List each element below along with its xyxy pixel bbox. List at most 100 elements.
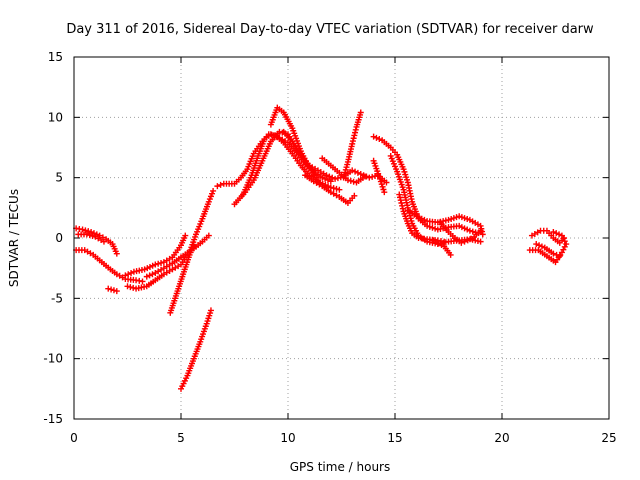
data-point	[469, 228, 476, 235]
data-point	[326, 173, 333, 180]
series-arc22	[404, 207, 486, 238]
data-point	[323, 172, 330, 179]
data-point	[466, 227, 473, 234]
data-point	[270, 132, 277, 139]
data-point	[366, 174, 373, 181]
data-point	[550, 228, 557, 235]
series-arc3	[75, 231, 107, 245]
data-point	[105, 285, 112, 292]
y-tick-label: 15	[48, 50, 63, 64]
data-point	[397, 197, 404, 204]
data-point	[79, 226, 86, 233]
series-arc18	[370, 157, 388, 196]
data-point	[550, 250, 557, 257]
data-point	[143, 273, 150, 280]
data-point	[351, 132, 358, 139]
data-point	[352, 129, 359, 136]
data-point	[206, 196, 213, 203]
series-arc27	[533, 241, 563, 260]
data-point	[373, 134, 380, 141]
data-point	[128, 269, 135, 276]
data-point	[381, 189, 388, 196]
x-axis-label: GPS time / hours	[290, 460, 391, 474]
data-point	[267, 131, 274, 138]
chart-title: Day 311 of 2016, Sidereal Day-to-day VTE…	[66, 22, 594, 37]
data-point	[209, 190, 216, 197]
data-point	[89, 232, 96, 239]
data-point	[479, 231, 486, 238]
y-axis-label: SDTVAR / TECUs	[7, 189, 21, 287]
data-points	[73, 104, 570, 392]
data-point	[352, 126, 359, 133]
x-tick-label: 0	[70, 431, 78, 445]
data-point	[370, 133, 377, 140]
data-point	[558, 232, 565, 239]
data-point	[396, 194, 403, 201]
x-tick-label: 15	[387, 431, 402, 445]
data-point	[399, 202, 406, 209]
data-point	[464, 237, 471, 244]
data-point	[207, 307, 214, 314]
data-point	[352, 168, 359, 175]
data-point	[124, 283, 131, 290]
series-arc8	[167, 242, 197, 316]
x-tick-label: 10	[280, 431, 295, 445]
x-tick-label: 20	[494, 431, 509, 445]
data-point	[369, 173, 376, 180]
data-point	[273, 133, 280, 140]
y-tick-label: 10	[48, 110, 63, 124]
data-point	[83, 231, 90, 238]
series-arc23	[436, 219, 484, 246]
data-point	[333, 185, 340, 192]
data-point	[139, 278, 146, 285]
data-point	[538, 243, 545, 250]
data-point	[556, 231, 563, 238]
data-point	[88, 228, 95, 235]
series-arc5	[122, 232, 189, 279]
data-point	[396, 191, 403, 198]
series-arc2	[73, 247, 146, 285]
data-point	[349, 138, 356, 145]
data-point	[447, 251, 454, 258]
data-point	[362, 173, 369, 180]
data-point	[113, 288, 120, 295]
data-point	[82, 227, 89, 234]
data-point	[322, 175, 329, 182]
data-point	[477, 227, 484, 234]
data-point	[533, 241, 540, 248]
data-point	[334, 175, 341, 182]
data-point	[349, 167, 356, 174]
series-arc12	[240, 131, 317, 198]
series-arc1	[73, 225, 120, 257]
data-point	[190, 242, 197, 249]
series-arc4	[105, 285, 120, 295]
y-tick-label: -5	[51, 291, 63, 305]
series-arc11	[231, 128, 334, 208]
data-point	[110, 287, 117, 294]
data-point	[122, 272, 129, 279]
data-point	[125, 271, 132, 278]
data-point	[108, 286, 115, 293]
series-arc10	[214, 131, 343, 193]
series-arc25	[528, 227, 568, 246]
data-point	[354, 169, 361, 176]
data-point	[347, 177, 354, 184]
data-point	[461, 238, 468, 245]
data-point	[556, 253, 563, 260]
data-point	[336, 186, 343, 193]
data-point	[85, 228, 92, 235]
series-arc26	[526, 228, 570, 266]
data-point	[113, 250, 120, 257]
data-point	[467, 235, 474, 242]
data-point	[329, 174, 336, 181]
data-point	[536, 242, 543, 249]
data-point	[127, 284, 134, 291]
y-tick-label: 0	[55, 231, 63, 245]
data-point	[207, 193, 214, 200]
data-point	[350, 135, 357, 142]
data-point	[217, 181, 224, 188]
tick-labels: 0 5 10 15 20 25 -15 -10 -5 0 5 10 15	[43, 50, 616, 445]
data-point	[458, 239, 465, 246]
x-tick-label: 25	[601, 431, 616, 445]
